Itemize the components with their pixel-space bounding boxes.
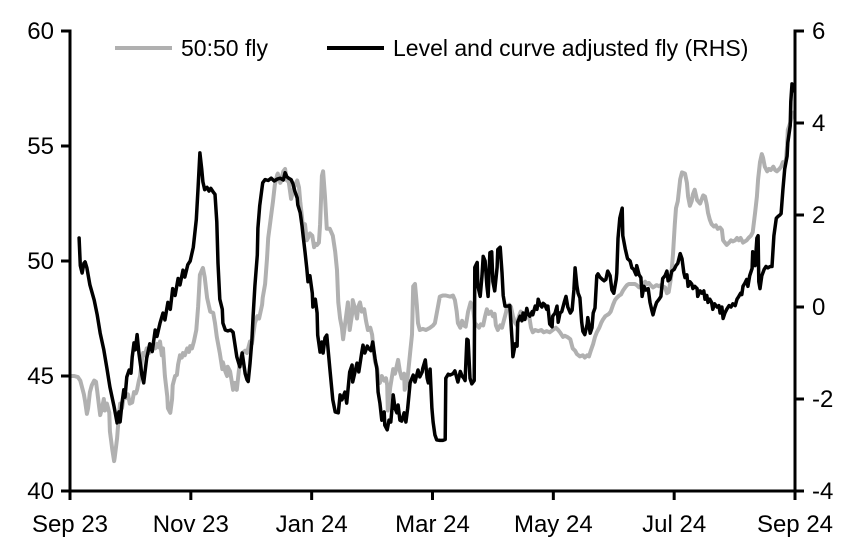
- legend-label-level-curve-fly: Level and curve adjusted fly (RHS): [393, 35, 749, 61]
- black-line-swatch: [327, 46, 384, 50]
- left-axis-tick-label: 60: [27, 18, 54, 45]
- left-axis-tick-label: 55: [27, 133, 54, 160]
- left-axis-tick-label: 45: [27, 363, 54, 390]
- right-axis-tick-label: -2: [812, 386, 833, 413]
- x-axis-tick-label: May 24: [514, 511, 593, 538]
- x-axis-tick-label: Nov 23: [153, 511, 229, 538]
- x-axis-tick-label: Mar 24: [395, 511, 470, 538]
- series-line-level-curve-fly: [77, 82, 795, 443]
- legend-item-level-curve-fly: Level and curve adjusted fly (RHS): [327, 35, 748, 61]
- right-axis-tick-label: -4: [812, 478, 833, 505]
- series-line-5050-fly: [68, 110, 796, 464]
- gray-line-swatch: [115, 46, 172, 50]
- left-axis-tick-label: 50: [27, 248, 54, 275]
- x-axis-tick-label: Jul 24: [642, 511, 706, 538]
- right-axis-tick-label: 0: [812, 294, 825, 321]
- right-axis-tick-label: 4: [812, 110, 825, 137]
- right-axis-tick-label: 6: [812, 18, 825, 45]
- x-axis-tick-label: Sep 23: [32, 511, 108, 538]
- left-axis-tick-label: 40: [27, 478, 54, 505]
- legend-item-5050-fly: 50:50 fly: [115, 35, 268, 61]
- x-axis-tick-label: Sep 24: [757, 511, 833, 538]
- right-axis-tick-label: 2: [812, 202, 825, 229]
- x-axis-tick-label: Jan 24: [276, 511, 348, 538]
- legend-label-5050-fly: 50:50 fly: [181, 35, 268, 61]
